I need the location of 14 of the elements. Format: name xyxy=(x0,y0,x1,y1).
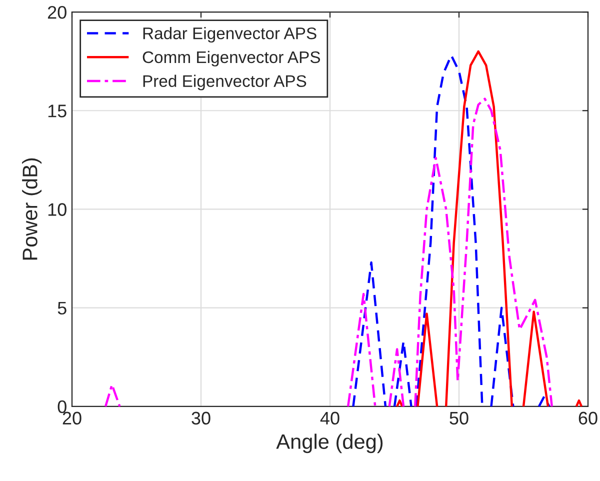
legend-label: Comm Eigenvector APS xyxy=(142,50,320,66)
y-tick-label: 5 xyxy=(58,302,66,315)
legend-label: Pred Eigenvector APS xyxy=(143,74,306,90)
x-axis-title: Angle (deg) xyxy=(276,434,383,454)
legend-label: Radar Eigenvector APS xyxy=(143,27,316,43)
x-tick-label: 30 xyxy=(192,412,210,425)
x-tick-label: 60 xyxy=(578,412,598,425)
x-tick-label: 50 xyxy=(450,412,468,425)
y-tick-label: 0 xyxy=(58,400,66,414)
y-tick-label: 10 xyxy=(48,203,66,216)
y-axis-title: Power (dB) xyxy=(22,158,42,260)
y-tick-label: 15 xyxy=(48,104,66,118)
y-tick-label: 20 xyxy=(48,6,66,19)
x-tick-label: 40 xyxy=(320,412,340,425)
